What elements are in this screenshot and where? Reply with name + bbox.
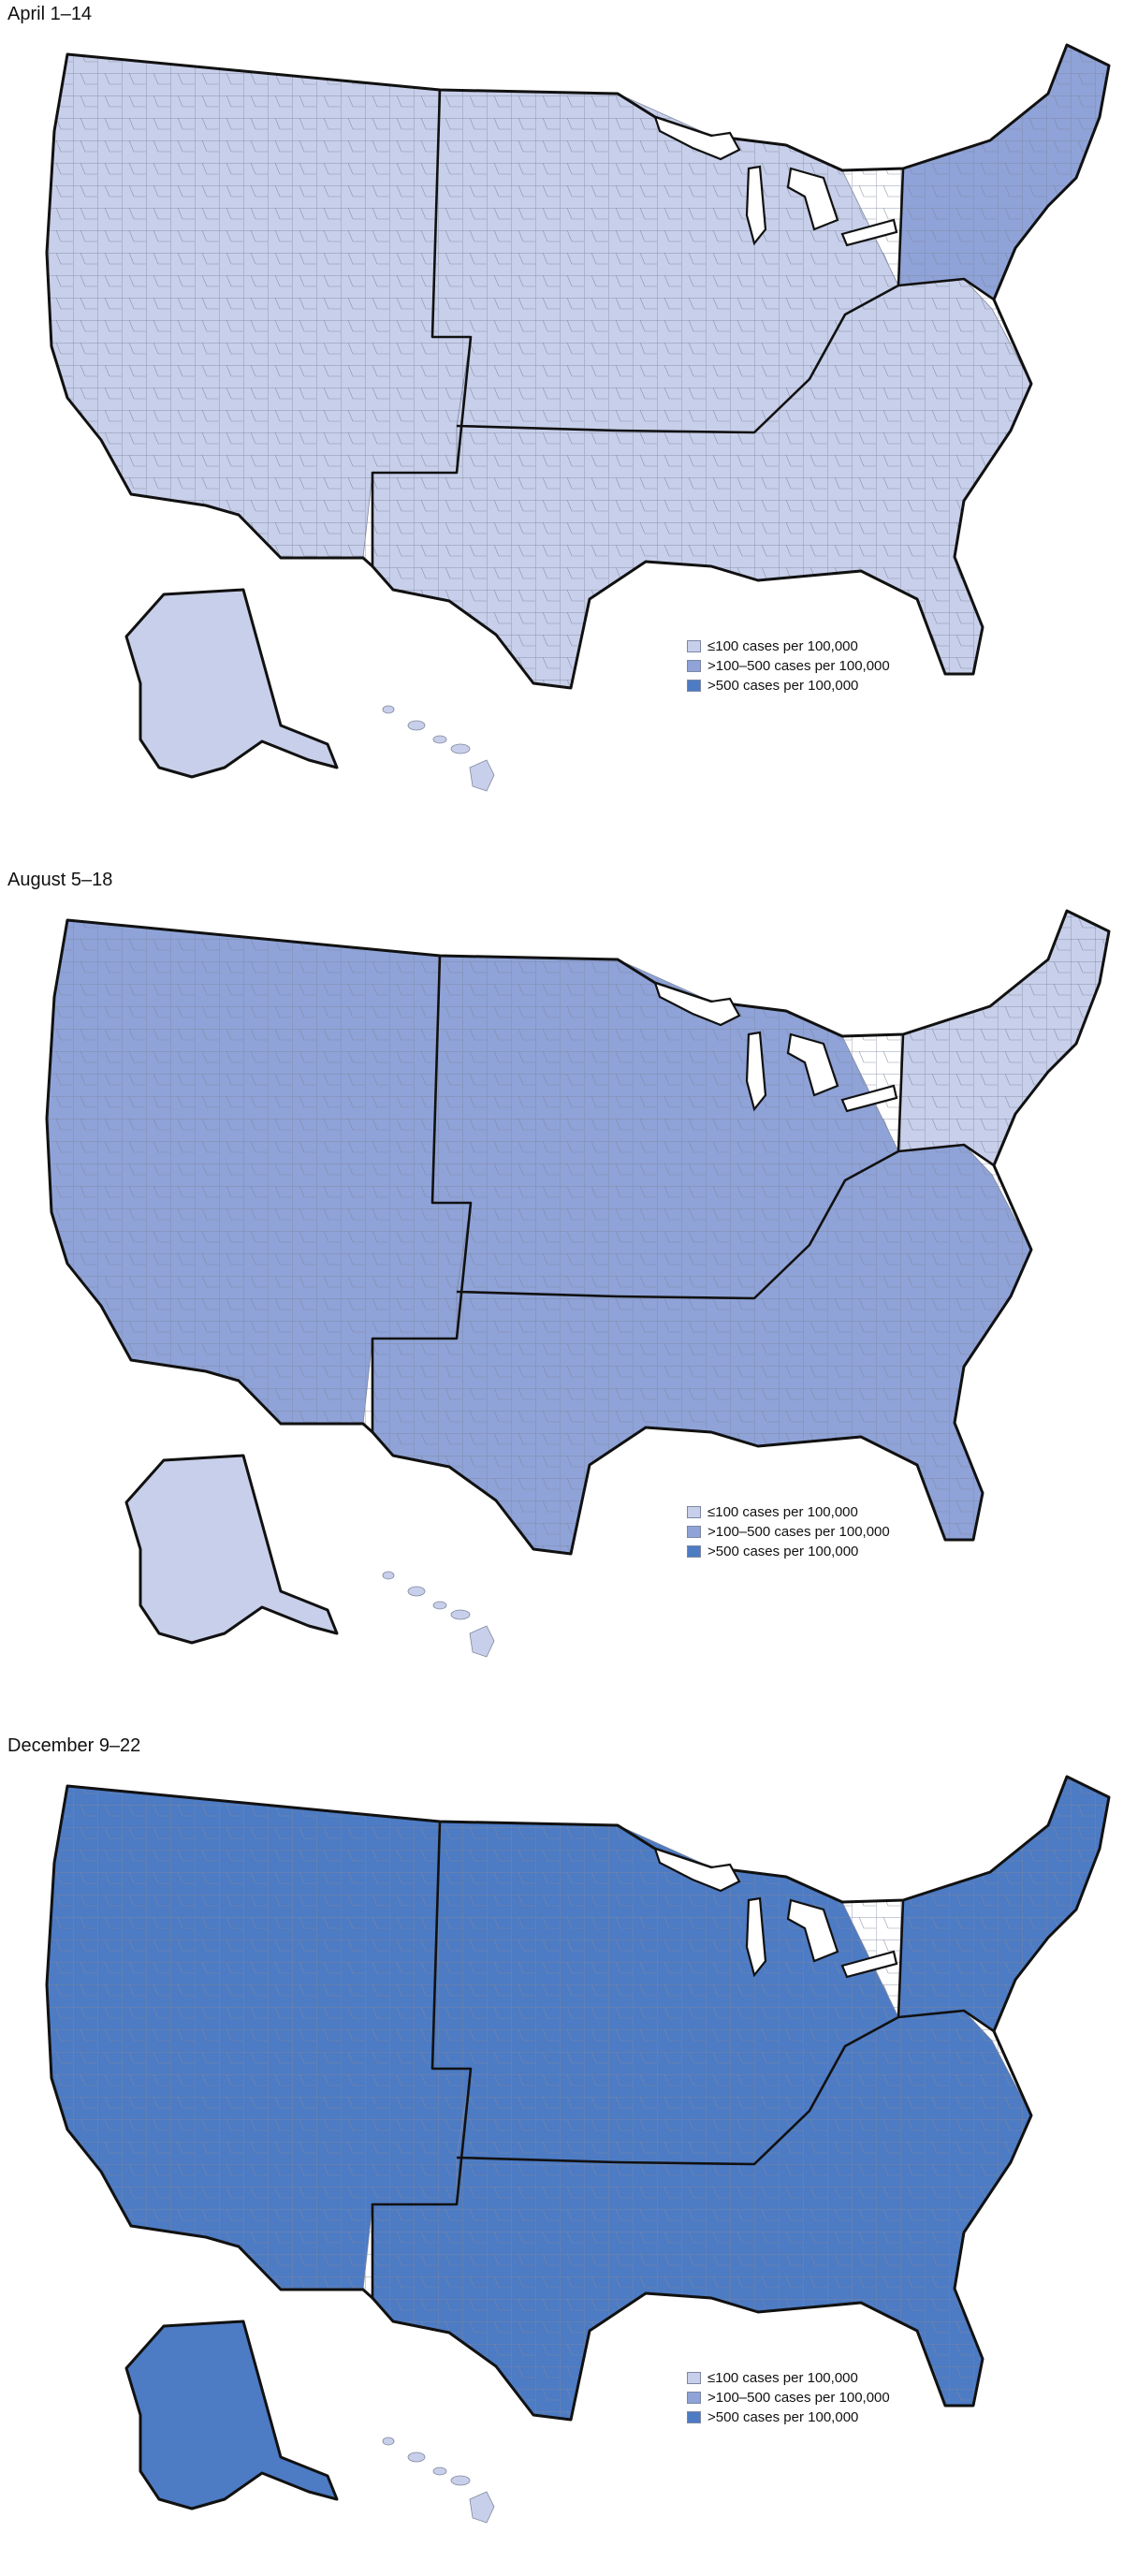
- map-panel-2: August 5–18: [0, 866, 1123, 1708]
- legend-item-moderate: >100–500 cases per 100,000: [687, 2388, 890, 2407]
- legend-swatch: [687, 1525, 701, 1538]
- hawaii: [382, 1571, 495, 1658]
- us-county-map: [45, 43, 1111, 792]
- national-border: [45, 1775, 1111, 2422]
- legend-item-low: ≤100 cases per 100,000: [687, 2368, 890, 2387]
- legend-swatch: [687, 2391, 701, 2404]
- region-boundaries: [371, 1821, 995, 2298]
- national-border: [45, 909, 1111, 1556]
- legend-item-moderate: >100–500 cases per 100,000: [687, 1522, 890, 1541]
- legend-swatch: [687, 1544, 701, 1558]
- legend: ≤100 cases per 100,000 >100–500 cases per…: [687, 637, 890, 695]
- legend-label: ≤100 cases per 100,000: [707, 1503, 858, 1520]
- legend-item-low: ≤100 cases per 100,000: [687, 637, 890, 655]
- alaska-border: [124, 588, 339, 779]
- us-county-map: [45, 909, 1111, 1658]
- region-boundaries: [371, 89, 995, 566]
- legend: ≤100 cases per 100,000 >100–500 cases per…: [687, 1502, 890, 1561]
- map-panel-1: April 1–14: [0, 0, 1123, 842]
- map-panel-3: December 9–22: [0, 1732, 1123, 2574]
- legend-swatch: [687, 1505, 701, 1518]
- legend-item-high: >500 cases per 100,000: [687, 676, 890, 695]
- alaska-border: [124, 2320, 339, 2510]
- legend-label: >100–500 cases per 100,000: [707, 1523, 890, 1540]
- legend-label: >500 cases per 100,000: [707, 677, 859, 694]
- alaska: [125, 589, 338, 778]
- legend-swatch: [687, 679, 701, 692]
- legend-label: >100–500 cases per 100,000: [707, 657, 890, 674]
- panel-title: April 1–14: [7, 4, 93, 24]
- legend-label: >500 cases per 100,000: [707, 1543, 859, 1559]
- legend-label: ≤100 cases per 100,000: [707, 2369, 858, 2386]
- county-boundaries: [47, 45, 1109, 688]
- county-boundaries: [47, 1777, 1109, 2420]
- legend-swatch: [687, 659, 701, 672]
- legend: ≤100 cases per 100,000 >100–500 cases per…: [687, 2368, 890, 2427]
- legend-item-low: ≤100 cases per 100,000: [687, 1502, 890, 1521]
- legend-label: >100–500 cases per 100,000: [707, 2389, 890, 2406]
- us-county-map: [45, 1775, 1111, 2524]
- alaska: [125, 1455, 338, 1644]
- hawaii: [382, 2437, 495, 2524]
- great-lakes: [653, 981, 898, 1113]
- panel-title: August 5–18: [7, 870, 113, 890]
- legend-label: ≤100 cases per 100,000: [707, 637, 858, 654]
- region-boundaries: [371, 955, 995, 1432]
- alaska-border: [124, 1454, 339, 1645]
- legend-item-high: >500 cases per 100,000: [687, 1542, 890, 1560]
- national-border: [45, 43, 1111, 690]
- great-lakes: [653, 115, 898, 247]
- legend-swatch: [687, 2371, 701, 2384]
- hawaii: [382, 705, 495, 792]
- county-boundaries: [47, 911, 1109, 1554]
- legend-label: >500 cases per 100,000: [707, 2408, 859, 2425]
- great-lakes: [653, 1847, 898, 1979]
- legend-item-high: >500 cases per 100,000: [687, 2408, 890, 2426]
- alaska: [125, 2320, 338, 2510]
- legend-swatch: [687, 2410, 701, 2423]
- panel-title: December 9–22: [7, 1735, 141, 1756]
- legend-item-moderate: >100–500 cases per 100,000: [687, 656, 890, 675]
- legend-swatch: [687, 639, 701, 652]
